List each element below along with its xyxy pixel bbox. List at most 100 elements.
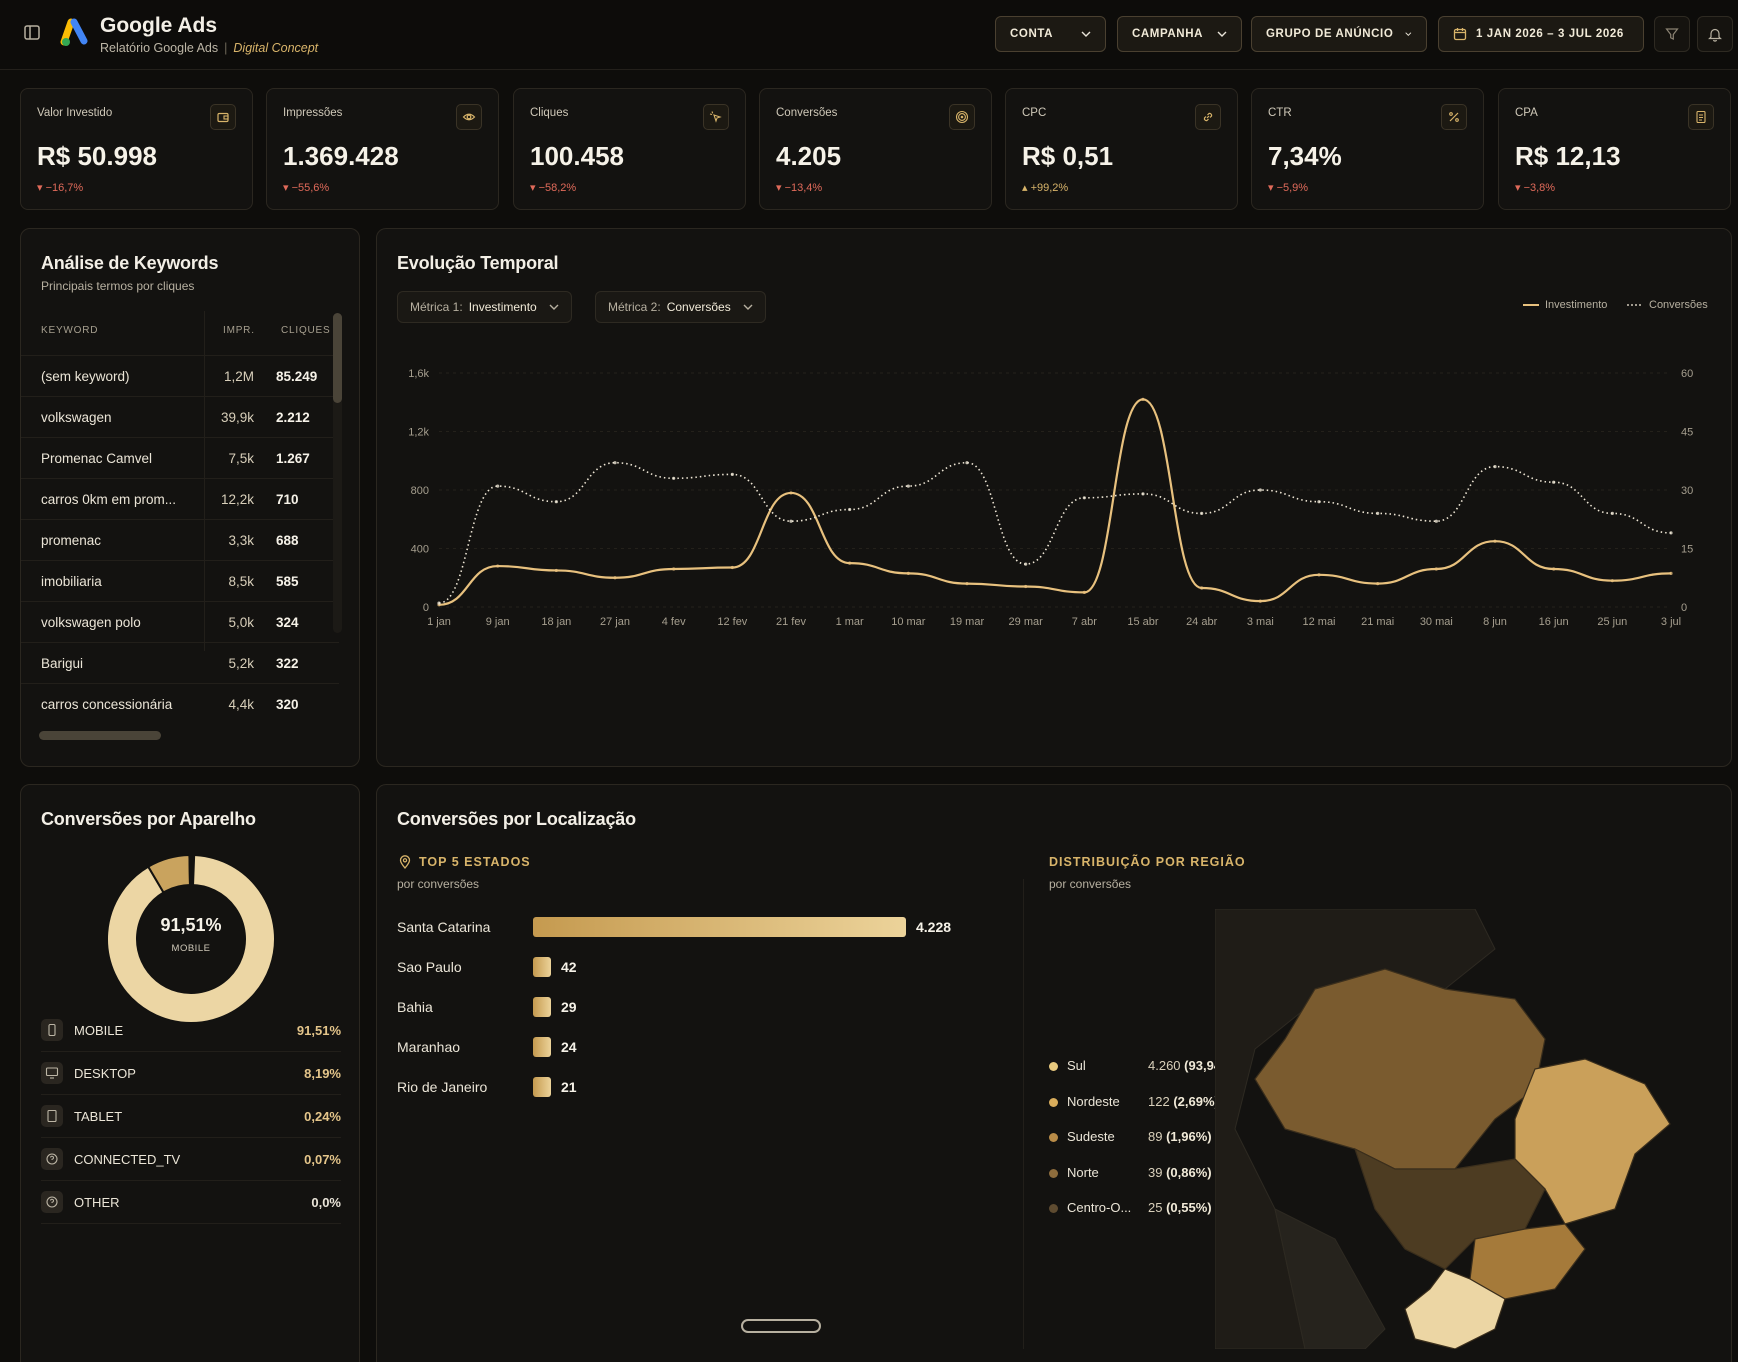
scroll-handle[interactable]	[741, 1319, 821, 1333]
adgroup-filter-dropdown[interactable]: GRUPO DE ANÚNCIO	[1251, 16, 1427, 52]
data-point[interactable]	[1552, 567, 1556, 571]
kpi-card[interactable]: Valor Investido R$ 50.998 ▾ −16,7%	[20, 88, 253, 210]
data-point[interactable]	[789, 491, 793, 495]
data-point[interactable]	[1493, 539, 1497, 543]
state-bar[interactable]	[533, 997, 551, 1017]
campaign-filter-dropdown[interactable]: CAMPANHA	[1117, 16, 1242, 52]
data-point[interactable]	[1200, 511, 1204, 515]
data-point[interactable]	[554, 568, 558, 573]
table-row[interactable]: volkswagen polo 5,0k 324	[21, 601, 339, 642]
data-point[interactable]	[848, 507, 852, 512]
data-point[interactable]	[965, 582, 969, 586]
state-bar-row[interactable]: Bahia 29	[397, 995, 997, 1019]
data-point[interactable]	[1434, 519, 1438, 523]
data-point[interactable]	[1610, 579, 1614, 583]
data-point[interactable]	[672, 476, 676, 480]
metric1-dropdown[interactable]: Métrica 1: Investimento	[397, 291, 572, 323]
kpi-card[interactable]: CPC R$ 0,51 ▴ +99,2%	[1005, 88, 1238, 210]
state-bar-row[interactable]: Sao Paulo 42	[397, 955, 997, 979]
col-header-impressions[interactable]: IMPR.	[223, 325, 255, 336]
data-point[interactable]	[1376, 582, 1380, 586]
state-bar[interactable]	[533, 1037, 551, 1057]
series-line-0[interactable]	[438, 398, 1672, 606]
device-row[interactable]: MOBILE 91,51%	[41, 1009, 341, 1052]
sidebar-toggle-icon[interactable]	[22, 24, 44, 42]
data-point[interactable]	[1141, 397, 1145, 401]
legend-conversoes[interactable]: Conversões	[1627, 299, 1708, 311]
timeline-line-chart[interactable]: 0 400 800 1,2k 1,6k 0 15 30 45 60 1 jan 9 jan 18 jan…	[377, 329, 1732, 749]
data-point[interactable]	[1024, 562, 1028, 566]
data-point[interactable]	[1669, 571, 1673, 575]
data-point[interactable]	[1552, 480, 1556, 484]
table-row[interactable]: carros 0km em prom... 12,2k 710	[21, 478, 339, 519]
data-point[interactable]	[1082, 590, 1086, 594]
data-point[interactable]	[1082, 496, 1086, 500]
metric2-dropdown[interactable]: Métrica 2: Conversões	[595, 291, 766, 323]
state-bar[interactable]	[533, 957, 551, 977]
state-bar-row[interactable]: Maranhao 24	[397, 1035, 997, 1059]
table-row[interactable]: promenac 3,3k 688	[21, 519, 339, 560]
state-bar[interactable]	[533, 917, 906, 937]
data-point[interactable]	[554, 500, 558, 504]
data-point[interactable]	[789, 519, 793, 523]
state-bar-row[interactable]: Santa Catarina 4.228	[397, 915, 997, 939]
table-row[interactable]: carros concessionária 4,4k 320	[21, 683, 339, 724]
kpi-card[interactable]: CPA R$ 12,13 ▾ −3,8%	[1498, 88, 1731, 210]
donut-slice[interactable]	[106, 853, 276, 1024]
device-row[interactable]: OTHER 0,0%	[41, 1181, 341, 1224]
device-row[interactable]: CONNECTED_TV 0,07%	[41, 1138, 341, 1181]
device-donut-chart[interactable]	[101, 849, 281, 1029]
brazil-region-map[interactable]	[1215, 909, 1715, 1349]
data-point[interactable]	[1200, 586, 1204, 590]
kpi-card[interactable]: Cliques 100.458 ▾ −58,2%	[513, 88, 746, 210]
data-point[interactable]	[672, 567, 676, 571]
data-point[interactable]	[1317, 573, 1321, 577]
data-point[interactable]	[1376, 511, 1380, 515]
data-point[interactable]	[613, 576, 617, 580]
data-point[interactable]	[906, 484, 910, 488]
kpi-card[interactable]: CTR 7,34% ▾ −5,9%	[1251, 88, 1484, 210]
data-point[interactable]	[496, 484, 500, 488]
state-bar-row[interactable]: Rio de Janeiro 21	[397, 1075, 997, 1099]
vertical-scroll-track[interactable]	[333, 313, 342, 633]
horizontal-scrollbar-thumb[interactable]	[39, 731, 161, 740]
data-point[interactable]	[1434, 567, 1438, 571]
date-range-picker[interactable]: 1 JAN 2026 – 3 JUL 2026	[1438, 16, 1644, 52]
table-row[interactable]: volkswagen 39,9k 2.212	[21, 396, 339, 437]
series-line-1[interactable]	[438, 461, 1672, 604]
notifications-button[interactable]	[1697, 16, 1733, 52]
data-point[interactable]	[730, 472, 734, 476]
data-point[interactable]	[1258, 488, 1262, 492]
table-row[interactable]: Barigui 5,2k 322	[21, 642, 339, 683]
table-row[interactable]: Promenac Camvel 7,5k 1.267	[21, 437, 339, 478]
data-point[interactable]	[1258, 599, 1262, 603]
data-point[interactable]	[1024, 584, 1028, 589]
region-sul[interactable]	[1404, 1268, 1506, 1349]
device-row[interactable]: TABLET 0,24%	[41, 1095, 341, 1138]
kpi-card[interactable]: Conversões 4.205 ▾ −13,4%	[759, 88, 992, 210]
data-point[interactable]	[613, 461, 617, 465]
data-point[interactable]	[1669, 531, 1673, 535]
col-header-keyword[interactable]: KEYWORD	[41, 325, 99, 336]
region-nordeste[interactable]	[1514, 1058, 1671, 1225]
account-filter-dropdown[interactable]: CONTA	[995, 16, 1106, 52]
device-row[interactable]: DESKTOP 8,19%	[41, 1052, 341, 1095]
data-point[interactable]	[496, 564, 500, 568]
region-legend-item[interactable]: Sudeste 89 (1,96%)	[1049, 1128, 1309, 1148]
col-header-clicks[interactable]: CLIQUES	[281, 325, 331, 336]
donut-slice[interactable]	[190, 853, 196, 887]
data-point[interactable]	[1610, 511, 1614, 515]
region-legend-item[interactable]: Nordeste 122 (2,69%)	[1049, 1093, 1309, 1113]
data-point[interactable]	[1493, 465, 1497, 469]
state-bar[interactable]	[533, 1077, 551, 1097]
vertical-scrollbar-thumb[interactable]	[333, 313, 342, 403]
kpi-card[interactable]: Impressões 1.369.428 ▾ −55,6%	[266, 88, 499, 210]
data-point[interactable]	[437, 601, 441, 605]
data-point[interactable]	[848, 561, 852, 565]
data-point[interactable]	[1317, 500, 1321, 504]
region-legend-item[interactable]: Centro-O... 25 (0,55%)	[1049, 1199, 1309, 1219]
region-norte[interactable]	[1254, 968, 1546, 1170]
table-row[interactable]: imobiliaria 8,5k 585	[21, 560, 339, 601]
legend-investimento[interactable]: Investimento	[1523, 299, 1607, 311]
data-point[interactable]	[730, 565, 734, 570]
